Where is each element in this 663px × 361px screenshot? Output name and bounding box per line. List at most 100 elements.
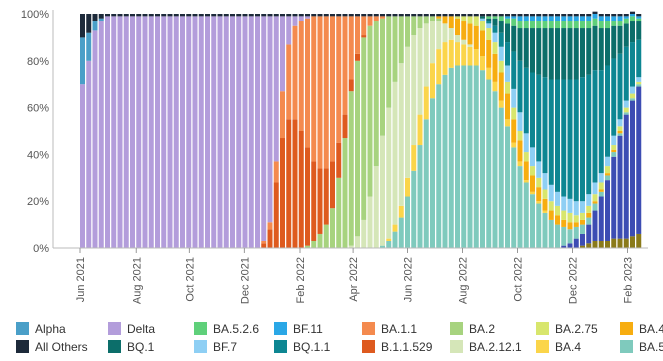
x-tick-label: Jun 2021 [75,257,87,302]
bar-segment-b-1-1-529 [330,161,335,209]
bar-segment-bq-1 [486,18,492,22]
bar-segment-ba-5 [492,91,498,248]
legend-item[interactable]: BA.2 [450,321,495,336]
bar-segment-b-1-1-529 [286,119,292,248]
legend-item[interactable]: BQ.1 [108,339,154,354]
legend-item[interactable]: BF.7 [194,339,237,354]
bar-segment-all-others [136,14,142,17]
bar-segment-xbb [623,238,629,248]
bar-segment-ba-2-12-1 [467,44,473,47]
bar-segment-ba-2 [398,16,404,64]
week-bar-stack [186,14,192,249]
week-bar-stack [480,14,485,248]
week-bar-stack [173,14,179,249]
bar-segment-ba-4-6 [467,23,473,45]
bar-segment-ba-5-2-6 [561,21,567,29]
legend-swatch [620,340,633,353]
bar-segment-ba-5 [567,229,573,244]
bar-segment-all-others [98,14,104,19]
legend-item[interactable]: BA.5.2.6 [194,321,259,336]
week-bar-stack [242,14,248,249]
legend-item[interactable]: Alpha [16,321,66,336]
bar-segment-bq-1-1 [573,79,579,202]
bar-segment-ba-5 [411,170,417,248]
bar-segment-all-others [430,14,435,17]
bar-segment-delta [261,16,267,241]
bar-segment-all-others [492,14,498,17]
week-bar-stack [623,14,629,248]
bar-segment-delta [236,16,242,249]
legend-label: BA.2.75 [555,321,598,336]
bar-segment-all-others [317,14,323,17]
bar-segment-bq-1 [511,25,517,52]
bar-segment-ba-1-1 [292,25,298,120]
week-bar-stack [523,14,529,248]
bar-segment-ba-2 [317,233,323,248]
bar-segment-ba-2-75 [486,28,492,40]
bar-segment-delta [205,16,210,249]
bar-segment-all-others [186,14,192,17]
week-bar-stack [573,14,579,248]
legend-item[interactable]: BA.5 [620,339,663,354]
bar-segment-ba-2-75 [511,107,517,120]
legend-item[interactable]: B.1.1.529 [362,339,432,354]
bar-segment-ba-2-75 [580,212,585,220]
bar-segment-ba-5-2-6 [536,21,542,29]
bar-segment-ba-4-6 [511,119,517,143]
bar-segment-bq-1-1 [536,74,542,162]
week-bar-stack [317,14,323,248]
bar-segment-ba-5 [530,194,535,248]
bar-segment-delta [273,16,279,162]
bar-segment-all-others [617,14,623,17]
bar-segment-ba-1-1 [261,240,267,244]
bar-segment-all-others [342,14,348,17]
bar-segment-bf-11 [517,16,523,22]
bar-segment-ba-5 [417,145,423,248]
legend-item[interactable]: BA.4 [536,339,581,354]
week-bar-stack [330,14,335,248]
bar-segment-ba-4-6 [530,175,535,192]
bar-segment-ba-2-12-1 [423,23,429,87]
bar-segment-b-1-1-529 [261,243,267,248]
bar-segment-ba-5-2-6 [511,18,517,26]
legend-item[interactable]: BF.11 [274,321,323,336]
bar-segment-ba-4 [423,86,429,120]
bar-segment-delta [98,21,104,248]
bar-segment-ba-4 [461,44,467,66]
bar-segment-bf-11 [605,16,610,22]
legend-item[interactable]: Delta [108,321,155,336]
bar-segment-bq-1-1 [630,42,635,87]
legend-item[interactable]: BA.1.1 [362,321,417,336]
legend-item[interactable]: BA.2.12.1 [450,339,522,354]
legend-item[interactable]: BA.2.75 [536,321,598,336]
bar-segment-xbb [630,236,635,248]
bar-segment-ba-1-1 [342,16,348,115]
bar-segment-ba-1-1 [267,222,273,230]
bar-segment-b-1-1-529 [361,35,367,38]
week-bar-stack [298,14,304,248]
bar-segment-xbb-1-5 [573,238,579,248]
bar-segment-alpha [86,32,92,61]
bar-segment-b-1-1-529 [267,229,273,248]
bar-segment-ba-4 [467,46,473,66]
week-bar-stack [536,14,542,248]
bar-segment-ba-4-6 [536,187,542,202]
bar-segment-bf-11 [530,16,535,22]
bar-segment-ba-5 [442,74,448,248]
bar-segment-xbb-1-5 [617,135,623,239]
bar-segment-bq-1-1 [517,60,523,113]
legend-item[interactable]: BA.4.6 [620,321,663,336]
bar-segment-bq-1-1 [555,79,560,192]
bar-segment-bf-11 [542,16,548,22]
bar-segment-b-1-1-529 [311,161,317,241]
legend-item[interactable]: BQ.1.1 [274,339,330,354]
week-bar-stack [198,14,204,249]
y-tick-label: 40% [27,149,49,161]
bar-segment-all-others [373,14,379,17]
bar-segment-ba-1-1 [323,16,329,169]
bar-segment-all-others [442,14,448,17]
week-bar-stack [630,11,635,248]
legend-item[interactable]: All Others [16,339,88,354]
legend-label: Delta [127,321,156,336]
bar-segment-bq-1-1 [523,67,529,134]
